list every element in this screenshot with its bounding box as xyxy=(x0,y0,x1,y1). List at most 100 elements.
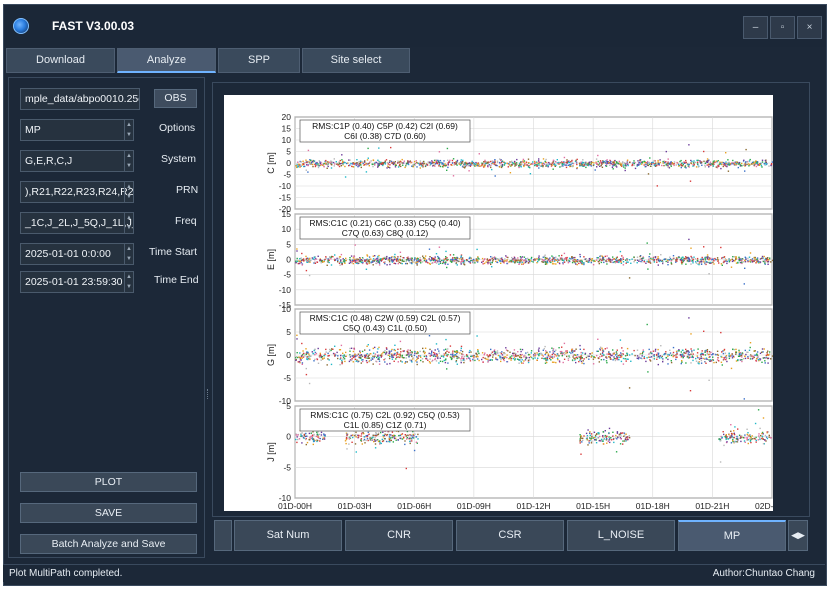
obs-file-input[interactable]: mple_data/abpo0010.25o xyxy=(20,88,140,110)
data-point xyxy=(332,256,334,258)
data-point xyxy=(567,357,570,359)
tab-download[interactable]: Download xyxy=(6,48,115,73)
data-point xyxy=(323,434,325,436)
plot-button[interactable]: PLOT xyxy=(20,472,197,492)
data-point xyxy=(665,150,667,153)
data-point xyxy=(455,257,457,259)
data-point xyxy=(474,165,476,167)
obs-button[interactable]: OBS xyxy=(154,89,197,108)
data-point xyxy=(757,261,760,264)
data-point xyxy=(746,437,749,439)
close-button[interactable]: × xyxy=(797,16,822,39)
data-point xyxy=(438,263,440,265)
data-point xyxy=(510,359,512,361)
data-point xyxy=(555,349,557,351)
prn-select[interactable]: ),R21,R22,R23,R24,R26 ▲ ▼ xyxy=(20,181,134,203)
data-point xyxy=(551,357,554,359)
data-point xyxy=(361,161,363,163)
data-point xyxy=(584,353,586,355)
tab-scroll-arrows-icon[interactable]: ◀▶ xyxy=(788,520,808,551)
data-point xyxy=(732,355,735,357)
data-point xyxy=(534,160,536,163)
data-point xyxy=(391,259,393,261)
time-start-input[interactable]: 2025-01-01 0:0:00 ▲ ▼ xyxy=(20,243,134,265)
data-point xyxy=(525,356,527,358)
data-point xyxy=(370,261,372,264)
data-point xyxy=(374,346,376,349)
data-point xyxy=(567,261,570,263)
data-point xyxy=(553,257,556,259)
data-point xyxy=(349,260,352,262)
tab-mp[interactable]: MP xyxy=(678,520,786,551)
data-point xyxy=(356,259,359,261)
data-point xyxy=(708,359,710,361)
data-point xyxy=(429,164,431,167)
batch-analyze-save-button[interactable]: Batch Analyze and Save xyxy=(20,534,197,554)
data-point xyxy=(505,256,508,258)
data-point xyxy=(600,261,603,264)
data-point xyxy=(415,160,417,162)
data-point xyxy=(435,343,438,345)
data-point xyxy=(507,350,509,352)
data-point xyxy=(615,352,617,354)
minimize-button[interactable]: – xyxy=(743,16,768,39)
data-point xyxy=(470,162,472,164)
data-point xyxy=(555,361,557,364)
data-point xyxy=(340,357,342,359)
data-point xyxy=(327,258,329,260)
data-point xyxy=(461,357,463,359)
panel-splitter[interactable] xyxy=(205,77,212,558)
data-point xyxy=(675,354,677,356)
data-point xyxy=(318,163,320,165)
data-point xyxy=(399,348,402,350)
tab-spp[interactable]: SPP xyxy=(218,48,300,73)
data-point xyxy=(687,163,689,166)
data-point xyxy=(663,160,665,163)
data-point xyxy=(642,349,644,351)
data-point xyxy=(579,438,581,440)
data-point xyxy=(636,259,639,261)
data-point xyxy=(434,258,436,261)
data-point xyxy=(602,438,605,440)
data-point xyxy=(590,356,592,358)
tab-site-select[interactable]: Site select xyxy=(302,48,410,73)
data-point xyxy=(588,358,590,360)
data-point xyxy=(550,356,553,358)
save-button[interactable]: SAVE xyxy=(20,503,197,523)
data-point xyxy=(657,259,660,261)
data-point xyxy=(388,357,391,360)
tab-csr[interactable]: CSR xyxy=(456,520,564,551)
data-point xyxy=(378,360,381,362)
tab-sat-num[interactable]: Sat Num xyxy=(234,520,342,551)
maximize-button[interactable]: ▫ xyxy=(770,16,795,39)
data-point xyxy=(555,256,557,258)
tab-scroll-left[interactable] xyxy=(214,520,232,551)
options-select[interactable]: MP ▲ ▼ xyxy=(20,119,134,141)
data-point xyxy=(503,260,505,262)
data-point xyxy=(432,359,434,362)
data-point xyxy=(323,437,326,439)
tab-cnr[interactable]: CNR xyxy=(345,520,453,551)
data-point xyxy=(697,159,699,162)
system-select[interactable]: G,E,R,C,J ▲ ▼ xyxy=(20,150,134,172)
data-point xyxy=(299,164,301,166)
data-point xyxy=(306,356,308,358)
data-point xyxy=(580,356,582,358)
data-point xyxy=(421,358,424,360)
data-point xyxy=(403,436,405,438)
data-point xyxy=(468,170,470,172)
data-point xyxy=(591,440,593,442)
data-point xyxy=(748,165,750,167)
tab-analyze[interactable]: Analyze xyxy=(117,48,216,73)
data-point xyxy=(372,264,374,266)
data-point xyxy=(452,259,455,261)
data-point xyxy=(349,347,351,350)
data-point xyxy=(708,165,711,167)
time-end-input[interactable]: 2025-01-01 23:59:30 ▲ ▼ xyxy=(20,271,134,293)
freq-select[interactable]: _1C,J_2L,J_5Q,J_1L,J_1Z ▲▼ xyxy=(20,212,134,234)
tab-l-noise[interactable]: L_NOISE xyxy=(567,520,675,551)
data-point xyxy=(599,162,601,164)
data-point xyxy=(534,352,536,355)
data-point xyxy=(681,258,683,261)
data-point xyxy=(408,356,410,358)
